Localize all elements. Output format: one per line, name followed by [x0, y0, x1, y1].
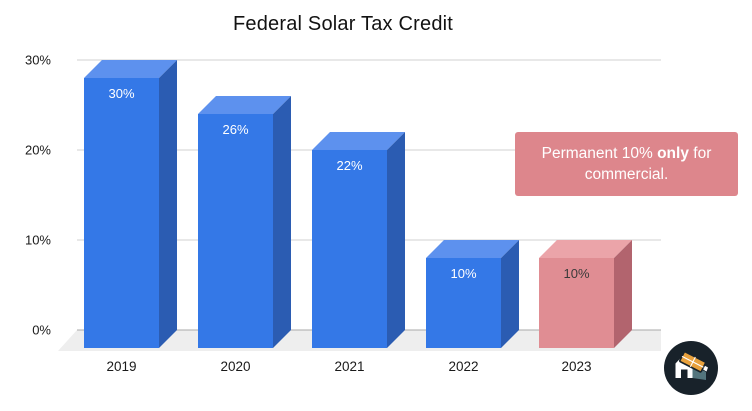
x-category-label: 2020 [220, 359, 250, 374]
bar-front-face [198, 114, 273, 348]
bar-value-label: 10% [450, 266, 476, 281]
solar-house-icon [675, 351, 708, 380]
bar-side-face [387, 132, 405, 348]
annotation-text-bold: only [657, 145, 689, 162]
bar-top-face [198, 96, 291, 114]
bar-front-face [84, 78, 159, 348]
bar-value-label: 10% [563, 266, 589, 281]
x-category-label: 2023 [561, 359, 591, 374]
bar-side-face [501, 240, 519, 348]
chart-title: Federal Solar Tax Credit [232, 13, 454, 35]
bar-side-face [614, 240, 632, 348]
y-tick-label: 30% [25, 53, 51, 68]
bar-value-label: 26% [222, 122, 248, 137]
x-category-label: 2021 [334, 359, 364, 374]
x-category-label: 2022 [448, 359, 478, 374]
brand-logo [664, 341, 718, 395]
bar-front-face [312, 150, 387, 348]
annotation-text-segment: for commercial. [584, 145, 712, 183]
house-door [681, 369, 688, 378]
y-tick-label: 20% [25, 143, 51, 158]
y-tick-label: 10% [25, 233, 51, 248]
bar-top-face [84, 60, 177, 78]
bar-top-face [426, 240, 519, 258]
annotation-text-segment: Permanent 10% [541, 145, 658, 162]
y-tick-label: 0% [32, 323, 51, 338]
bar-front-face [539, 258, 614, 348]
bar-value-label: 30% [108, 86, 134, 101]
bar-top-face [539, 240, 632, 258]
solar-panels-icon [679, 351, 707, 373]
bar-top-face [312, 132, 405, 150]
bar-value-label: 22% [336, 158, 362, 173]
annotation-text: Permanent 10% only for commercial. [526, 143, 727, 185]
bar-side-face [273, 96, 291, 348]
annotation-callout: Permanent 10% only for commercial. [515, 132, 738, 196]
x-category-label: 2019 [106, 359, 136, 374]
bar-front-face [426, 258, 501, 348]
bar-side-face [159, 60, 177, 348]
panel-gap-line [681, 355, 704, 368]
